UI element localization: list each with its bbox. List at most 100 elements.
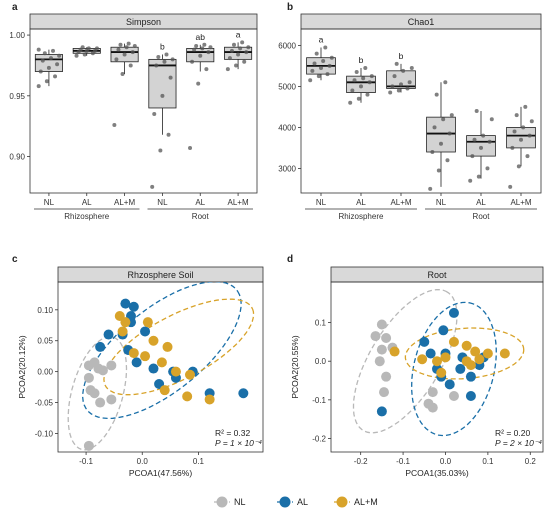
x-tick-label: AL [356,198,366,207]
y-tick-label: 6000 [278,41,296,50]
data-point [325,72,330,77]
panel-letter: d [287,254,293,265]
ellipse-nl [67,336,128,451]
plot-frame [330,281,544,453]
point-al [444,379,455,390]
point-alplusm [204,394,215,405]
point-al [455,363,466,374]
data-point [128,63,133,68]
x-tick-label: 0.0 [440,457,452,466]
box [466,135,496,157]
data-point [369,74,374,79]
data-point [42,51,47,56]
y-tick-label: 0.90 [9,153,25,162]
data-point [361,76,366,81]
box-group [72,45,101,58]
y-tick-label: 3000 [278,164,296,173]
point-nl [381,371,392,382]
y-tick-label: 4000 [278,123,296,132]
data-point [512,129,517,134]
data-point [124,45,129,50]
data-point [388,90,393,95]
data-point [401,68,406,73]
data-point [192,47,197,52]
ellipse-al [411,301,497,437]
data-point [407,80,412,85]
legend-label: NL [234,497,246,507]
point-alplusm [389,346,400,357]
point-nl [376,344,387,355]
x-tick-label: -0.1 [79,457,93,466]
panel-c: c Rhzosphere Soil -0.10 -0.05 0.00 0.05 0.10 -0… [12,254,264,478]
data-point [118,42,123,47]
y-tick-label: 0.00 [37,368,53,377]
point-al [376,406,387,417]
data-point [527,133,532,138]
significance-label: a [319,34,324,44]
y-axis-label: PCOA2(20.12%) [17,335,27,398]
box-group: ab [186,32,215,151]
data-point [449,113,454,118]
data-point [242,59,247,64]
data-point [432,125,437,130]
data-point [352,78,357,83]
x-tick-label: 0.1 [193,457,205,466]
x-tick-label: AL+M [390,198,411,207]
data-point [126,41,131,46]
point-nl [381,333,392,344]
data-point [485,166,490,171]
data-point [200,46,205,51]
point-nl [97,365,108,376]
data-point [321,58,326,63]
panel-title: Rhzosphere Soil [127,270,193,280]
panel-letter: c [12,254,18,265]
data-point [46,65,51,70]
data-point [234,63,239,68]
x-tick-label: AL+M [228,198,249,207]
data-point [80,45,85,50]
legend-key-dot [336,496,348,508]
data-point [474,109,479,113]
data-point [48,56,53,61]
box-group: a [306,34,336,83]
data-point [439,141,443,146]
panel-title: Simpson [126,17,161,27]
point-alplusm [474,354,485,365]
data-point [390,84,395,89]
data-point [529,119,534,124]
point-alplusm [120,317,131,328]
panel-b: b Chao1 3000 4000 5000 6000 a NL b AL b AL+M NL AL AL+… [278,2,542,221]
point-alplusm [436,367,447,378]
y-tick-label: 1.00 [9,31,25,40]
y-tick-label: 0.0 [315,357,327,366]
data-point [476,174,481,179]
panel-letter: a [12,2,18,13]
data-point [481,133,486,138]
point-alplusm [432,356,442,367]
data-point [510,145,515,150]
data-point [112,122,117,127]
data-point [312,61,317,66]
x-axis-label: PCOA1(35.03%) [405,468,468,478]
significance-label: ab [196,32,206,42]
x-axis-label: PCOA1(47.56%) [129,468,192,478]
data-point [394,61,399,66]
data-point [329,55,334,60]
y-tick-label: 0.10 [37,306,53,315]
point-al [95,341,106,352]
data-point [316,74,321,79]
data-point [229,48,234,53]
data-point [40,58,45,63]
point-alplusm [417,354,428,365]
box-group: b [346,55,376,105]
point-alplusm [148,335,159,346]
data-point [55,62,60,67]
data-point [225,67,230,72]
point-al [103,329,114,340]
data-point [327,63,332,68]
data-point [436,168,441,173]
data-point [487,139,492,144]
stat-p: P = 2 × 10⁻⁴ [495,438,542,448]
data-point [36,47,41,52]
point-alplusm [182,391,193,402]
